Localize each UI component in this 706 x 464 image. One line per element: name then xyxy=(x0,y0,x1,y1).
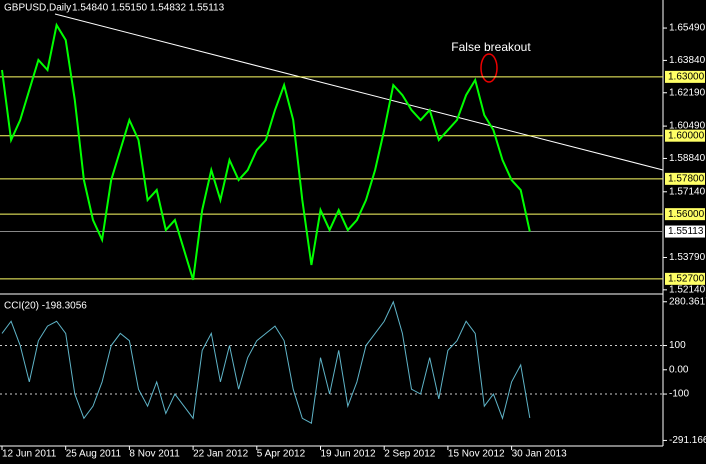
y-tick-label: 280.3617 xyxy=(669,296,706,307)
x-tick-label: 5 Apr 2012 xyxy=(257,449,306,460)
y-tick-label: -291.1664 xyxy=(669,435,706,446)
y-tick-label: 1.52140 xyxy=(669,284,706,295)
level-box xyxy=(665,70,705,83)
y-tick-label: 1.65490 xyxy=(669,23,706,34)
level-box xyxy=(665,272,705,285)
chart-title: GBPUSD,Daily xyxy=(4,3,71,14)
x-tick-label: 8 Nov 2011 xyxy=(129,449,180,460)
x-tick-label: 15 Nov 2012 xyxy=(448,449,505,460)
series-line xyxy=(1,300,531,424)
level-box xyxy=(665,208,705,221)
last-price-box xyxy=(665,225,705,238)
x-tick-label: 22 Jan 2012 xyxy=(193,449,248,460)
level-box xyxy=(665,172,705,185)
trend-line xyxy=(54,13,664,171)
level-label: 1.52700 xyxy=(668,274,705,285)
y-tick-label: 1.53790 xyxy=(669,252,706,263)
y-tick-label: 1.63840 xyxy=(669,55,706,66)
level-label: 1.57800 xyxy=(668,173,705,184)
last-price-label: 1.55113 xyxy=(668,226,704,237)
x-tick-label: 30 Jan 2013 xyxy=(512,449,567,460)
y-tick-label: 100 xyxy=(669,340,686,351)
y-tick-label: 1.57140 xyxy=(669,186,706,197)
y-tick-label: 1.58840 xyxy=(669,153,706,164)
y-tick-label: 1.62190 xyxy=(669,87,706,98)
y-tick-label: 0.00 xyxy=(669,364,689,375)
level-label: 1.60000 xyxy=(668,130,705,141)
x-tick-label: 12 Jun 2011 xyxy=(2,449,57,460)
annotation: False breakout xyxy=(451,40,531,54)
level-box xyxy=(665,129,705,142)
x-tick-label: 25 Aug 2011 xyxy=(66,449,122,460)
y-tick-label: 1.60490 xyxy=(669,121,706,132)
series-line xyxy=(1,22,531,281)
indicator-title: CCI(20) -198.3056 xyxy=(4,301,87,312)
x-tick-label: 2 Sep 2012 xyxy=(384,449,436,460)
breakout-ellipse xyxy=(480,53,498,83)
ohlc-values: 1.54840 1.55150 1.54832 1.55113 xyxy=(72,3,225,14)
y-tick-label: -100 xyxy=(669,389,689,400)
level-label: 1.63000 xyxy=(668,72,705,83)
x-tick-label: 19 Jun 2012 xyxy=(321,449,376,460)
level-label: 1.56000 xyxy=(668,209,705,220)
